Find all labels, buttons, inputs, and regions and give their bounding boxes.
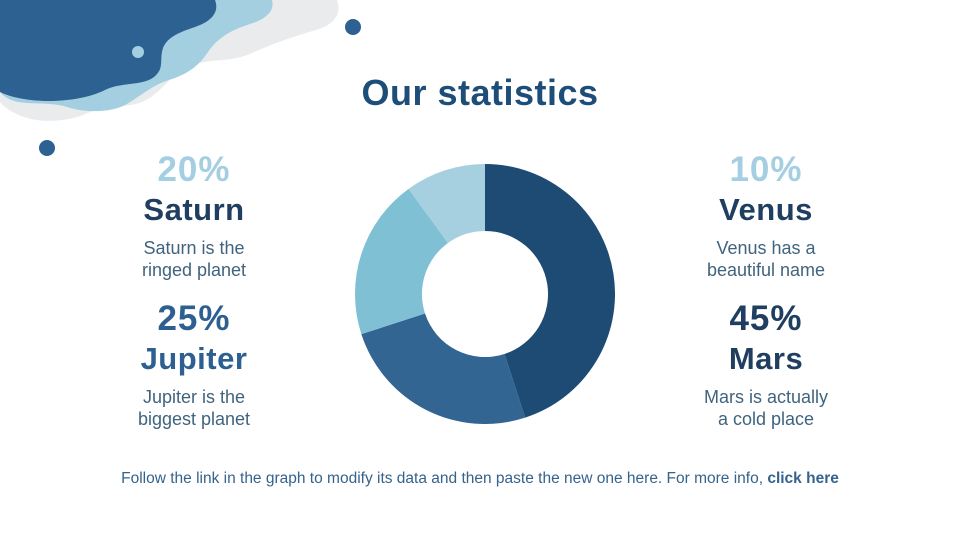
stat-percent: 25% <box>157 299 231 338</box>
page-title: Our statistics <box>361 72 599 114</box>
stat-name: Venus <box>719 192 813 227</box>
stat-saturn: 20% Saturn Saturn is the ringed planet <box>69 150 319 281</box>
footer-link[interactable]: click here <box>767 469 839 487</box>
stat-venus: 10% Venus Venus has a beautiful name <box>641 150 891 281</box>
stat-description: Jupiter is the biggest planet <box>137 387 251 429</box>
stat-mars: 45% Mars Mars is actually a cold place <box>641 299 891 430</box>
stat-percent: 20% <box>157 150 231 189</box>
stat-name: Mars <box>728 341 804 376</box>
blob-accent-dot <box>132 46 144 58</box>
top-dot-decoration <box>345 19 361 35</box>
footer-text: Follow the link in the graph to modify i… <box>121 469 768 487</box>
stat-percent: 45% <box>729 299 803 338</box>
donut-segment-mars <box>485 164 616 418</box>
stat-name: Saturn <box>143 192 245 227</box>
footer-note: Follow the link in the graph to modify i… <box>0 469 960 489</box>
donut-segment-venus <box>408 164 485 243</box>
stat-description: Mars is actually a cold place <box>703 387 829 429</box>
corner-blobs-decoration <box>0 0 339 121</box>
donut-segment-jupiter <box>361 313 526 425</box>
side-dot-decoration <box>39 140 55 156</box>
stat-percent: 10% <box>729 150 803 189</box>
stat-jupiter: 25% Jupiter Jupiter is the biggest plane… <box>69 299 319 430</box>
stat-description: Saturn is the ringed planet <box>141 238 247 280</box>
donut-segment-saturn <box>354 188 448 335</box>
stat-name: Jupiter <box>140 341 248 376</box>
stat-description: Venus has a beautiful name <box>706 238 826 280</box>
donut-chart[interactable] <box>354 164 616 425</box>
